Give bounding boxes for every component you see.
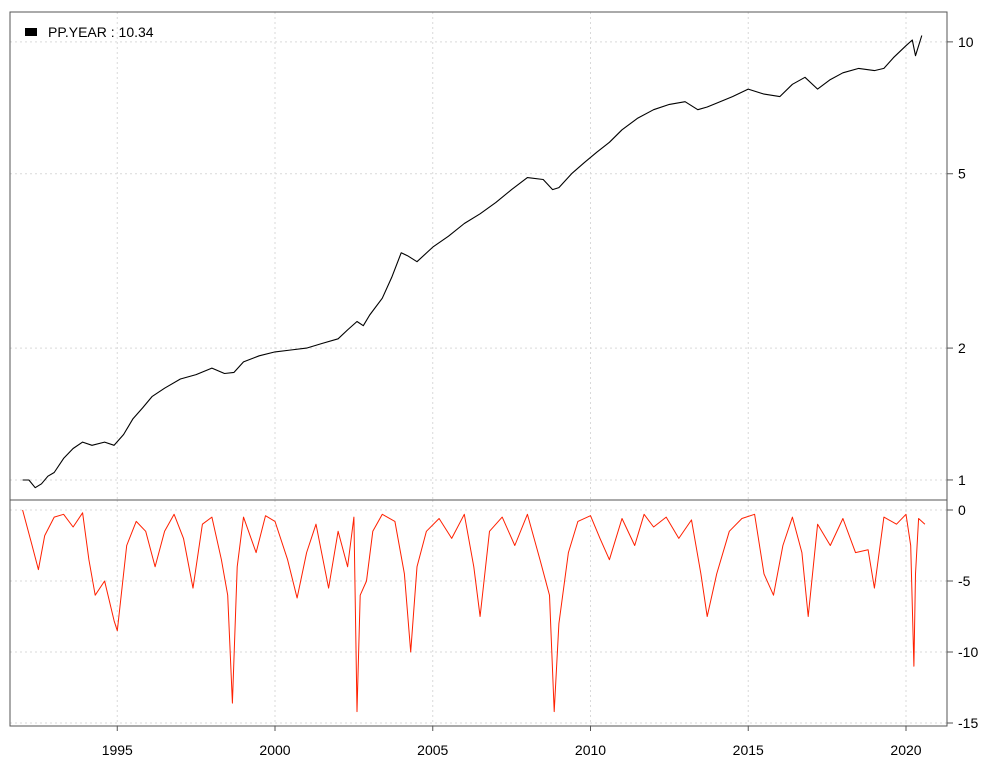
y-tick-label: -5 (958, 573, 971, 589)
grid-lines (10, 12, 947, 726)
legend-label: PP.YEAR : 10.34 (48, 24, 154, 40)
legend-swatch (25, 28, 37, 36)
series-lines (22, 35, 926, 713)
bottom-panel-frame (9, 499, 948, 727)
y-tick-label: 10 (958, 34, 974, 50)
x-tick-label: 1995 (102, 742, 133, 758)
x-tick-label: 2015 (733, 742, 764, 758)
x-tick-label: 2005 (417, 742, 448, 758)
y-tick-label: -10 (958, 644, 978, 660)
y-tick-label: 1 (958, 472, 966, 488)
axes: 1995 2000 2005 2010 2015 2020 1 2 5 10 0 -5 -10 -15 (102, 34, 979, 758)
legend: PP.YEAR : 10.34 (25, 24, 154, 40)
y-tick-label: -15 (958, 715, 978, 731)
x-tick-label: 2020 (890, 742, 921, 758)
y-tick-label: 0 (958, 502, 966, 518)
y-tick-label: 2 (958, 340, 966, 356)
top-panel-frame (9, 11, 948, 501)
x-tick-label: 2000 (259, 742, 290, 758)
performance-line (22, 35, 923, 489)
drawdown-line (22, 509, 926, 713)
x-tick-label: 2010 (575, 742, 606, 758)
y-tick-label: 5 (958, 166, 966, 182)
panel-frames (9, 11, 948, 727)
